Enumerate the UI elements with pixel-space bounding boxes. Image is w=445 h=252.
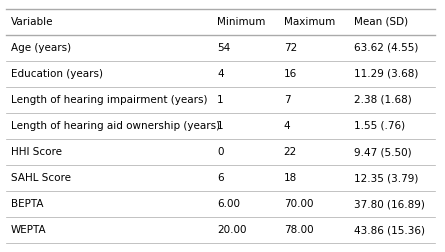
Text: 9.47 (5.50): 9.47 (5.50) bbox=[355, 147, 412, 157]
Text: 12.35 (3.79): 12.35 (3.79) bbox=[355, 173, 419, 183]
Text: 54: 54 bbox=[217, 43, 231, 53]
Text: Length of hearing aid ownership (years): Length of hearing aid ownership (years) bbox=[11, 121, 220, 131]
Text: 1: 1 bbox=[217, 95, 224, 105]
Text: 7: 7 bbox=[283, 95, 290, 105]
Text: 37.80 (16.89): 37.80 (16.89) bbox=[355, 199, 425, 209]
Text: 1: 1 bbox=[217, 121, 224, 131]
Text: 6.00: 6.00 bbox=[217, 199, 240, 209]
Text: WEPTA: WEPTA bbox=[11, 225, 47, 235]
Text: 63.62 (4.55): 63.62 (4.55) bbox=[355, 43, 419, 53]
Text: 1.55 (.76): 1.55 (.76) bbox=[355, 121, 405, 131]
Text: 20.00: 20.00 bbox=[217, 225, 247, 235]
Text: Variable: Variable bbox=[11, 17, 53, 27]
Text: Maximum: Maximum bbox=[283, 17, 335, 27]
Text: 43.86 (15.36): 43.86 (15.36) bbox=[355, 225, 425, 235]
Text: HHI Score: HHI Score bbox=[11, 147, 62, 157]
Text: SAHL Score: SAHL Score bbox=[11, 173, 71, 183]
Text: 18: 18 bbox=[283, 173, 297, 183]
Text: 0: 0 bbox=[217, 147, 223, 157]
Text: BEPTA: BEPTA bbox=[11, 199, 44, 209]
Text: Length of hearing impairment (years): Length of hearing impairment (years) bbox=[11, 95, 207, 105]
Text: 78.00: 78.00 bbox=[283, 225, 313, 235]
Text: Mean (SD): Mean (SD) bbox=[355, 17, 409, 27]
Text: Age (years): Age (years) bbox=[11, 43, 71, 53]
Text: 6: 6 bbox=[217, 173, 224, 183]
Text: 2.38 (1.68): 2.38 (1.68) bbox=[355, 95, 412, 105]
Text: Education (years): Education (years) bbox=[11, 69, 103, 79]
Text: Minimum: Minimum bbox=[217, 17, 265, 27]
Text: 4: 4 bbox=[217, 69, 224, 79]
Text: 70.00: 70.00 bbox=[283, 199, 313, 209]
Text: 4: 4 bbox=[283, 121, 290, 131]
Text: 72: 72 bbox=[283, 43, 297, 53]
Text: 16: 16 bbox=[283, 69, 297, 79]
Text: 11.29 (3.68): 11.29 (3.68) bbox=[355, 69, 419, 79]
Text: 22: 22 bbox=[283, 147, 297, 157]
